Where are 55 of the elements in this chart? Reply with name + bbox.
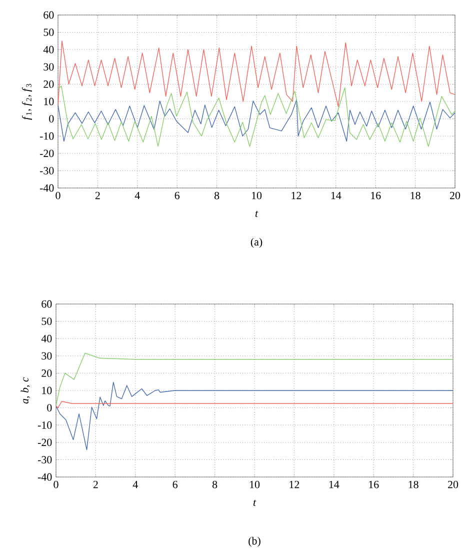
y-tick-label: 60 (42, 300, 52, 308)
x-axis-title: t (253, 500, 256, 506)
x-tick-label: 2 (93, 480, 98, 488)
y-tick-label: 30 (42, 352, 52, 360)
x-axis-title: t (255, 210, 258, 218)
y-tick-label: 40 (41, 334, 52, 342)
x-tick-label: 16 (369, 480, 379, 488)
y-tick-label: -40 (40, 184, 54, 192)
x-tick-label: 18 (408, 480, 418, 488)
x-tick-label: 12 (292, 192, 302, 200)
y-tick-label: 10 (44, 98, 54, 106)
x-tick-label: 4 (134, 192, 140, 200)
x-tick-label: 16 (371, 192, 381, 200)
x-tick-label: 4 (132, 480, 138, 488)
x-tick-label: 8 (214, 192, 220, 200)
x-tick-label: 20 (450, 192, 460, 200)
y-axis-title: f$_{1}$, f$_{2}$, f$_{3}$ (22, 84, 32, 120)
x-tick-label: 12 (290, 480, 300, 488)
y-tick-label: -20 (40, 150, 54, 158)
x-tick-label: 6 (174, 192, 180, 200)
y-tick-label: 30 (44, 63, 54, 71)
y-tick-label: 20 (42, 370, 52, 377)
x-tick-label: 14 (331, 192, 342, 200)
line-series (58, 99, 456, 142)
line-series (56, 401, 454, 408)
line-series (56, 382, 454, 450)
x-tick-label: 20 (448, 480, 458, 488)
x-tick-label: 10 (252, 192, 262, 200)
y-tick-label: 40 (43, 46, 54, 54)
x-tick-label: 10 (250, 480, 260, 488)
y-tick-label: 10 (42, 386, 52, 394)
x-tick-label: 8 (212, 480, 218, 488)
x-tick-label: 0 (56, 192, 60, 200)
y-tick-label: -20 (38, 438, 52, 446)
x-tick-label: 6 (172, 480, 178, 488)
y-tick-label: 0 (47, 404, 52, 412)
y-tick-label: 50 (44, 28, 54, 36)
y-tick-label: -30 (38, 456, 52, 464)
x-tick-label: 2 (95, 192, 100, 200)
y-tick-label: 60 (44, 11, 54, 19)
text: (a) (250, 238, 262, 248)
y-tick-label: -10 (38, 421, 52, 429)
y-axis-title: a, b, c (20, 377, 30, 404)
y-tick-label: -30 (40, 167, 54, 174)
y-tick-label: -10 (40, 132, 54, 140)
line-series (56, 352, 454, 406)
y-tick-label: 50 (42, 318, 52, 325)
x-tick-label: 14 (329, 480, 340, 488)
line-series (58, 40, 456, 108)
line-series (58, 86, 456, 147)
y-tick-label: 20 (44, 80, 54, 88)
text: (b) (248, 536, 260, 547)
y-tick-label: -40 (38, 473, 52, 481)
y-tick-label: 0 (49, 115, 54, 122)
x-tick-label: 18 (410, 192, 420, 200)
